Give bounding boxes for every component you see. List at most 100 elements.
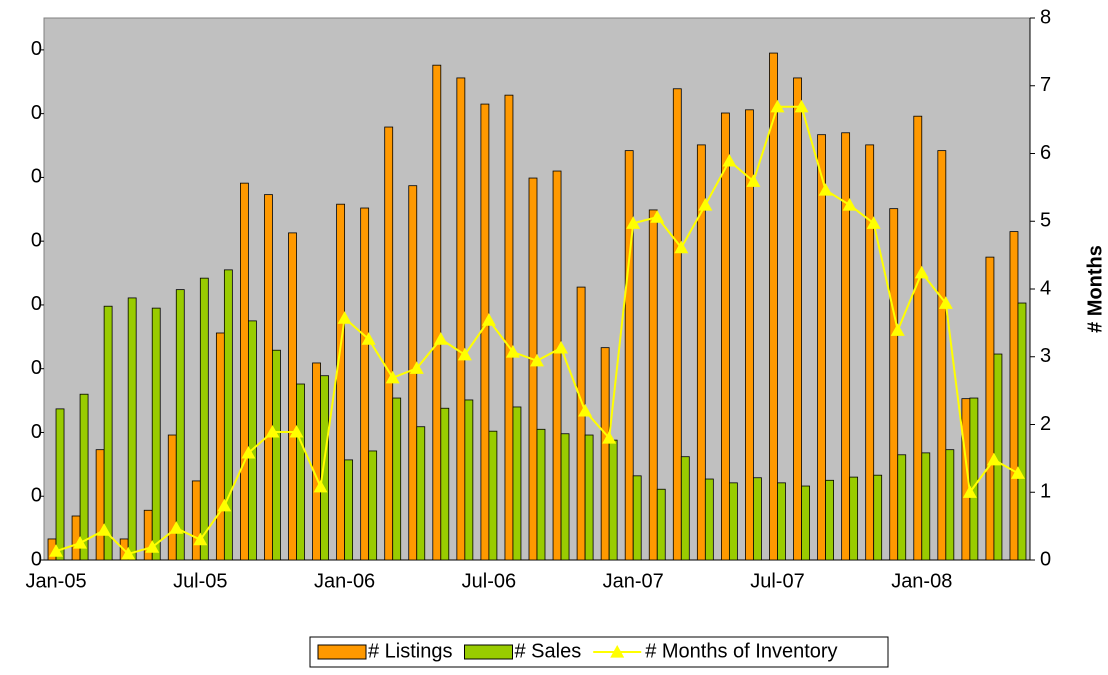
bar bbox=[1009, 231, 1019, 561]
y-tick-label: 0 bbox=[31, 38, 42, 60]
bar bbox=[336, 203, 346, 561]
marker bbox=[241, 445, 256, 459]
bar bbox=[151, 307, 161, 561]
y-tick-label: 0 bbox=[31, 485, 42, 507]
bar bbox=[552, 170, 562, 561]
marker bbox=[626, 216, 641, 229]
y2-tick-label: 6 bbox=[1040, 142, 1051, 164]
bar bbox=[416, 426, 426, 561]
bar bbox=[360, 207, 370, 561]
x-tick-label: Jan-07 bbox=[603, 570, 664, 592]
bar bbox=[696, 144, 706, 561]
marker bbox=[794, 99, 809, 113]
marker bbox=[938, 296, 953, 309]
y-tick-label: 0 bbox=[31, 293, 42, 315]
bar bbox=[536, 428, 546, 561]
y-tick-label: 0 bbox=[31, 548, 42, 570]
bar bbox=[264, 194, 273, 561]
bar bbox=[488, 430, 498, 561]
bar bbox=[576, 286, 586, 561]
bar bbox=[272, 349, 281, 561]
marker bbox=[746, 174, 761, 187]
x-tick-label: Jan-08 bbox=[891, 570, 952, 592]
y-tick-label: 0 bbox=[31, 229, 42, 251]
bar bbox=[175, 289, 185, 561]
bar bbox=[240, 182, 249, 561]
bar bbox=[71, 515, 81, 561]
marker bbox=[986, 452, 1001, 466]
marker bbox=[481, 313, 496, 326]
bar bbox=[1017, 302, 1027, 561]
marker bbox=[962, 485, 977, 498]
bar bbox=[288, 232, 297, 561]
x-tick-label: Jul-05 bbox=[173, 570, 227, 592]
bar bbox=[969, 397, 979, 561]
bar bbox=[913, 115, 923, 561]
marker bbox=[337, 311, 352, 324]
bar bbox=[392, 397, 402, 561]
marker bbox=[914, 265, 929, 279]
marker bbox=[698, 197, 713, 211]
bar bbox=[849, 476, 859, 561]
bar bbox=[215, 332, 225, 561]
bar bbox=[889, 208, 899, 561]
y-tick-label: 0 bbox=[31, 102, 42, 124]
marker bbox=[554, 340, 569, 354]
bar bbox=[680, 456, 690, 561]
marker bbox=[145, 540, 160, 553]
bar bbox=[841, 132, 851, 561]
bar bbox=[55, 408, 65, 561]
marker bbox=[409, 361, 424, 374]
y2-tick-label: 4 bbox=[1040, 277, 1051, 299]
y-tick-label: 0 bbox=[31, 357, 42, 379]
legend-swatch bbox=[464, 644, 513, 660]
bar bbox=[344, 459, 354, 561]
bar bbox=[296, 383, 305, 561]
bar bbox=[167, 434, 177, 561]
marker bbox=[674, 240, 689, 254]
bar bbox=[728, 482, 738, 561]
legend-label: # Sales bbox=[515, 640, 582, 662]
marker bbox=[433, 332, 448, 345]
bar bbox=[777, 482, 786, 561]
bar bbox=[127, 297, 137, 561]
bar bbox=[921, 452, 931, 561]
marker bbox=[650, 210, 665, 223]
bar bbox=[865, 144, 875, 561]
bar bbox=[320, 375, 329, 561]
bar bbox=[937, 150, 947, 561]
bar bbox=[528, 177, 538, 561]
y2-axis-title: # Months bbox=[1084, 245, 1106, 333]
marker bbox=[866, 216, 881, 229]
bar bbox=[745, 109, 754, 561]
legend-marker bbox=[610, 645, 625, 658]
x-tick-label: Jul-07 bbox=[750, 570, 804, 592]
bar bbox=[672, 88, 682, 561]
bar bbox=[440, 407, 450, 561]
x-tick-label: Jan-06 bbox=[314, 570, 375, 592]
bar bbox=[95, 449, 105, 561]
bar bbox=[753, 477, 762, 561]
bar bbox=[464, 399, 474, 561]
marker bbox=[361, 332, 376, 345]
marker bbox=[770, 99, 785, 113]
y2-tick-label: 5 bbox=[1040, 210, 1051, 232]
marker bbox=[818, 183, 833, 196]
x-tick-label: Jan-05 bbox=[25, 570, 86, 592]
bar bbox=[897, 454, 907, 561]
y2-tick-label: 0 bbox=[1040, 548, 1051, 570]
y2-tick-label: 7 bbox=[1040, 74, 1051, 96]
bar bbox=[825, 479, 834, 561]
marker bbox=[578, 403, 593, 417]
bar bbox=[793, 77, 802, 561]
y2-tick-label: 1 bbox=[1040, 481, 1051, 503]
bar bbox=[79, 393, 89, 561]
bar bbox=[817, 134, 826, 561]
marker bbox=[890, 323, 905, 336]
bar bbox=[512, 406, 522, 561]
bar bbox=[704, 478, 714, 561]
bar bbox=[873, 474, 883, 561]
bar bbox=[480, 103, 490, 561]
